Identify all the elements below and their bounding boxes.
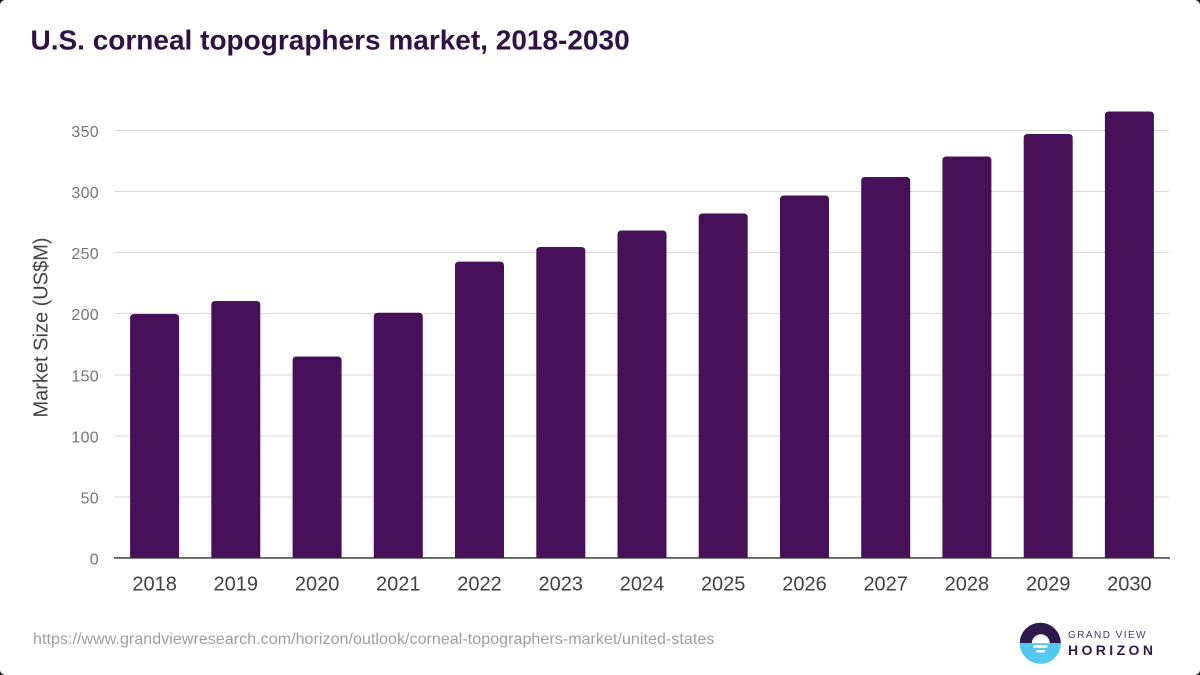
- svg-text:2019: 2019: [214, 574, 259, 596]
- svg-text:2026: 2026: [782, 574, 827, 596]
- svg-text:GRAND VIEW: GRAND VIEW: [1068, 630, 1147, 641]
- svg-text:https://www.grandviewresearch.: https://www.grandviewresearch.com/horizo…: [33, 631, 714, 648]
- svg-text:0: 0: [90, 552, 99, 569]
- svg-text:2025: 2025: [701, 574, 746, 596]
- svg-text:2020: 2020: [295, 574, 340, 596]
- svg-text:100: 100: [71, 430, 99, 447]
- svg-text:2023: 2023: [539, 574, 584, 596]
- svg-text:250: 250: [71, 246, 99, 263]
- svg-text:300: 300: [71, 185, 99, 202]
- svg-text:200: 200: [71, 307, 99, 324]
- svg-text:2021: 2021: [376, 574, 421, 596]
- svg-text:2029: 2029: [1026, 574, 1071, 596]
- svg-text:2028: 2028: [945, 574, 990, 596]
- svg-text:2030: 2030: [1107, 574, 1152, 596]
- svg-text:HORIZON: HORIZON: [1068, 642, 1156, 658]
- svg-text:2027: 2027: [863, 574, 908, 596]
- svg-text:350: 350: [71, 124, 99, 141]
- svg-text:50: 50: [81, 491, 99, 508]
- svg-text:150: 150: [71, 369, 99, 386]
- svg-text:2024: 2024: [620, 574, 665, 596]
- svg-text:2022: 2022: [457, 574, 502, 596]
- svg-text:U.S. corneal topographers mark: U.S. corneal topographers market, 2018-2…: [31, 24, 630, 55]
- svg-text:Market Size (US$M): Market Size (US$M): [30, 237, 52, 417]
- svg-text:2018: 2018: [132, 574, 177, 596]
